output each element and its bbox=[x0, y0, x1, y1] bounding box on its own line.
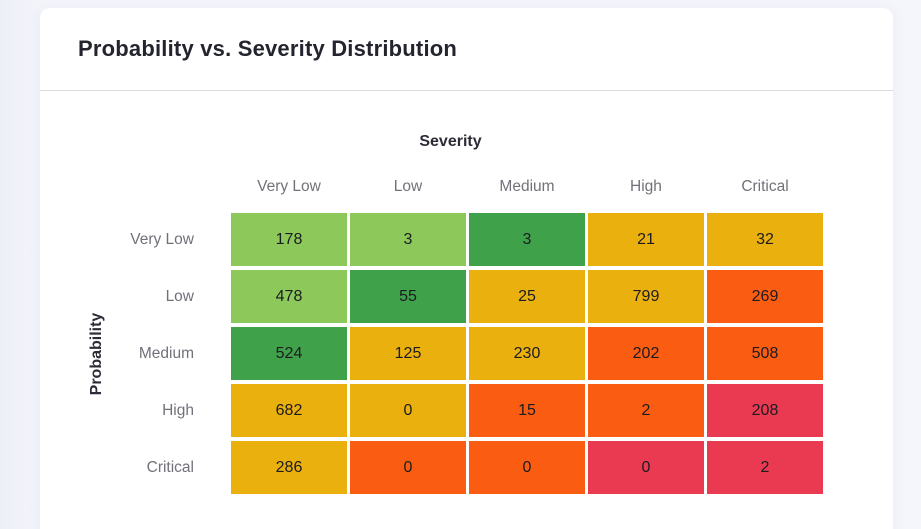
row-header: Very Low bbox=[130, 230, 194, 248]
heatmap-cell[interactable]: 799 bbox=[588, 270, 704, 323]
heatmap-cell[interactable]: 2 bbox=[707, 441, 823, 494]
heatmap-cell[interactable]: 478 bbox=[231, 270, 347, 323]
chart-card: Probability vs. Severity Distribution Se… bbox=[40, 8, 893, 529]
page-title: Probability vs. Severity Distribution bbox=[78, 36, 458, 61]
heatmap-cell[interactable]: 230 bbox=[469, 327, 585, 380]
y-axis-title: Probability bbox=[88, 312, 105, 396]
heatmap-cell[interactable]: 3 bbox=[469, 213, 585, 266]
heatmap-cell[interactable]: 202 bbox=[588, 327, 704, 380]
heatmap-cell[interactable]: 0 bbox=[350, 441, 466, 494]
heatmap-cell[interactable]: 0 bbox=[588, 441, 704, 494]
heatmap-cell[interactable]: 25 bbox=[469, 270, 585, 323]
x-axis-title: Severity bbox=[419, 133, 482, 150]
row-header: Medium bbox=[138, 344, 194, 362]
row-header: Critical bbox=[146, 458, 194, 476]
heatmap-corner bbox=[78, 165, 228, 209]
heatmap-cell[interactable]: 3 bbox=[350, 213, 466, 266]
heatmap-cell[interactable]: 178 bbox=[231, 213, 347, 266]
heatmap-cell[interactable]: 0 bbox=[469, 441, 585, 494]
heatmap-cell[interactable]: 125 bbox=[350, 327, 466, 380]
heatmap-cell[interactable]: 269 bbox=[707, 270, 823, 323]
heatmap-cell[interactable]: 2 bbox=[588, 384, 704, 437]
heatmap-cell[interactable]: 32 bbox=[707, 213, 823, 266]
column-header: Very Low bbox=[257, 178, 321, 195]
heatmap-cell[interactable]: 208 bbox=[707, 384, 823, 437]
heatmap-cell[interactable]: 508 bbox=[707, 327, 823, 380]
row-header: Low bbox=[165, 287, 194, 305]
column-header: High bbox=[630, 178, 662, 195]
row-header: High bbox=[162, 401, 194, 419]
heatmap-grid: Very Low Low Medium High Critical Very Low 178… bbox=[78, 165, 855, 494]
heatmap-cell[interactable]: 15 bbox=[469, 384, 585, 437]
column-header: Medium bbox=[499, 178, 555, 195]
chart-area: Severity Probability Very Low Low Medium Hi… bbox=[40, 133, 893, 494]
heatmap-cell[interactable]: 0 bbox=[350, 384, 466, 437]
heatmap-cell[interactable]: 55 bbox=[350, 270, 466, 323]
heatmap-cell[interactable]: 682 bbox=[231, 384, 347, 437]
heatmap-cell[interactable]: 524 bbox=[231, 327, 347, 380]
heatmap-wrapper: Probability Very Low Low Medium High Critica… bbox=[78, 165, 855, 494]
column-header: Critical bbox=[741, 178, 789, 195]
card-header: Probability vs. Severity Distribution bbox=[40, 8, 893, 91]
heatmap-cell[interactable]: 21 bbox=[588, 213, 704, 266]
heatmap-cell[interactable]: 286 bbox=[231, 441, 347, 494]
column-header: Low bbox=[393, 178, 423, 195]
